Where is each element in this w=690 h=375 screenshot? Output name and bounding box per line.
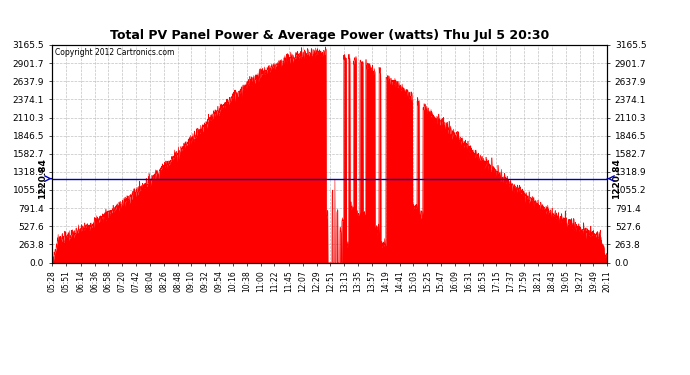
- Text: 1220.84: 1220.84: [611, 158, 620, 199]
- Text: 1220.84: 1220.84: [39, 158, 48, 199]
- Text: Copyright 2012 Cartronics.com: Copyright 2012 Cartronics.com: [55, 48, 174, 57]
- Title: Total PV Panel Power & Average Power (watts) Thu Jul 5 20:30: Total PV Panel Power & Average Power (wa…: [110, 30, 549, 42]
